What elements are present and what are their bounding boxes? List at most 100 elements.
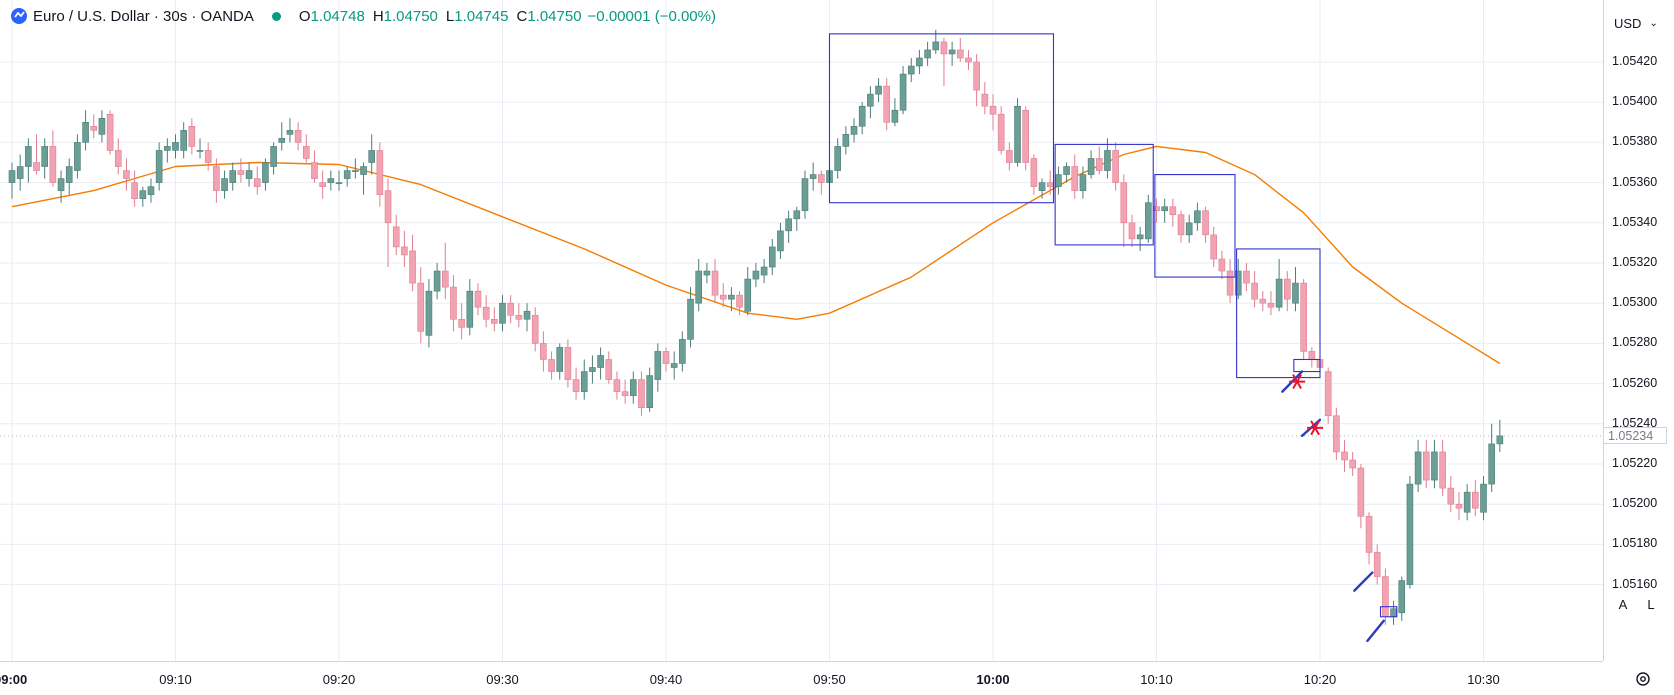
time-tick-label: 09:00 <box>0 672 28 687</box>
candle-body <box>188 126 196 147</box>
candle-body <box>736 294 743 308</box>
candle-body <box>16 166 24 179</box>
candle-body <box>278 138 286 143</box>
candle-body <box>597 355 604 368</box>
candle-body <box>1112 150 1119 183</box>
low-value: 1.04745 <box>454 7 509 25</box>
candle-body <box>123 170 130 179</box>
candle-body <box>834 146 841 171</box>
price-tick-label: 1.05180 <box>1612 536 1658 551</box>
candle-body <box>1177 214 1185 236</box>
candle-body <box>752 270 760 280</box>
candle-body <box>548 359 555 372</box>
candle-body <box>1480 483 1487 513</box>
candle-body <box>1194 210 1201 224</box>
time-axis[interactable] <box>0 661 1603 695</box>
candle-body <box>523 310 531 320</box>
market-status-dot[interactable] <box>271 11 281 21</box>
candle-body <box>1169 206 1177 216</box>
open-label: O <box>298 7 311 25</box>
candle-body <box>638 379 645 409</box>
annotation-stroke <box>1366 619 1385 643</box>
candle-body <box>1267 302 1275 308</box>
candle-body <box>981 93 989 107</box>
auto-scale-button[interactable]: A <box>1618 596 1628 612</box>
candle-body <box>229 170 237 183</box>
candle-body <box>1014 105 1021 163</box>
time-tick-label: 09:30 <box>486 672 519 687</box>
time-tick-label: 09:40 <box>649 672 683 687</box>
candle-body <box>1398 580 1406 614</box>
candle-body <box>948 49 956 55</box>
candle-body <box>335 182 343 184</box>
candle-body <box>1324 371 1332 417</box>
currency-selector[interactable]: USD ⌄ <box>1606 8 1664 38</box>
candle-body <box>1022 109 1030 163</box>
candle-body <box>1472 491 1479 509</box>
price-axis[interactable] <box>1603 0 1674 661</box>
candle-body <box>973 61 980 91</box>
candle-body <box>891 109 899 123</box>
candle-body <box>760 266 768 276</box>
chart-area[interactable] <box>0 0 1603 661</box>
candle-body <box>82 122 89 143</box>
candle-body <box>270 146 277 167</box>
price-tick-label: 1.05280 <box>1612 335 1658 350</box>
symbol-title[interactable]: Euro / U.S. Dollar · 30s · OANDA <box>33 7 254 25</box>
candle-body <box>114 150 122 167</box>
candle-body <box>327 178 335 183</box>
time-tick-label: 10:20 <box>1303 672 1337 687</box>
candle-body <box>1226 270 1234 296</box>
candle-body <box>916 57 923 67</box>
chart-settings-button[interactable] <box>1632 668 1654 690</box>
candle-body <box>458 318 465 328</box>
candle-body <box>1357 467 1365 517</box>
candle-body <box>940 41 948 55</box>
candle-body <box>319 182 326 187</box>
candle-body <box>907 65 915 75</box>
candle-body <box>572 379 580 392</box>
candle-body <box>1243 270 1250 284</box>
time-tick-label: 10:00 <box>976 672 1010 687</box>
candle-body <box>286 130 294 135</box>
candle-body <box>777 230 784 252</box>
candle-body <box>1234 270 1242 296</box>
candle-body <box>818 174 825 183</box>
oanda-logo-icon <box>11 8 27 24</box>
candle-body <box>401 246 408 256</box>
candle-body <box>605 359 613 380</box>
candle-body <box>1365 515 1373 553</box>
candle-body <box>695 270 703 304</box>
candle-body <box>728 294 735 300</box>
candle-body <box>180 130 187 151</box>
candle-body <box>1275 278 1283 308</box>
time-tick-label: 10:30 <box>1467 672 1500 687</box>
log-scale-button[interactable]: L <box>1647 596 1655 612</box>
candle-body <box>204 150 212 163</box>
time-tick-label: 10:10 <box>1140 672 1173 687</box>
candle-body <box>196 150 204 152</box>
annotation-box <box>1154 174 1236 278</box>
open-value: 1.04748 <box>310 7 365 25</box>
candle-body <box>1120 182 1128 224</box>
candle-body <box>629 379 637 396</box>
candle-body <box>131 182 138 199</box>
candle-body <box>662 351 670 364</box>
chevron-down-icon: ⌄ <box>1649 17 1658 29</box>
candle-body <box>1300 282 1307 352</box>
candle-body <box>1055 174 1062 187</box>
candle-body <box>1292 282 1299 304</box>
price-tick-label: 1.05340 <box>1612 214 1658 229</box>
candle-body <box>719 294 727 300</box>
price-tick-label: 1.05160 <box>1612 576 1658 591</box>
candle-body <box>425 290 433 336</box>
candle-body <box>8 170 16 183</box>
candle-body <box>564 347 572 380</box>
candle-body <box>515 314 523 320</box>
candle-body <box>1136 234 1144 240</box>
candle-body <box>221 178 228 191</box>
candle-body <box>25 146 32 167</box>
candle-body <box>1087 158 1095 175</box>
candle-body <box>466 290 474 328</box>
candle-body <box>801 178 809 212</box>
